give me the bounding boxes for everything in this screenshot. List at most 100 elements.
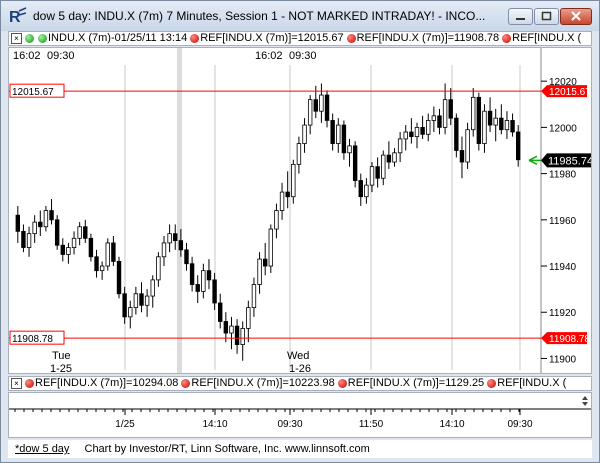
candle-body bbox=[139, 293, 144, 306]
candle-body bbox=[54, 219, 60, 246]
candle-body bbox=[156, 256, 161, 281]
candle-body bbox=[307, 99, 313, 126]
title-bar[interactable]: R dow 5 day: INDU.X (7m) 7 Minutes, Sess… bbox=[1, 1, 599, 31]
time-tick-label: 14:10 bbox=[439, 419, 464, 430]
close-pane-icon[interactable]: × bbox=[11, 378, 22, 389]
close-icon bbox=[571, 11, 581, 21]
scroll-up-icon[interactable] bbox=[582, 396, 588, 400]
candle-body bbox=[347, 145, 352, 154]
ref-indicator-icon bbox=[346, 34, 356, 43]
time-tick-label: 09:30 bbox=[277, 419, 302, 430]
candle-body bbox=[49, 210, 54, 221]
candle-body bbox=[487, 110, 493, 126]
last-price-flag bbox=[541, 153, 591, 168]
symbol-status-green-icon bbox=[25, 34, 34, 43]
chart-top-time-label: 09:30 bbox=[289, 50, 317, 62]
symbol-label[interactable]: INDU.X (7m)-01/25/11 13:14 bbox=[48, 32, 188, 44]
price-tick-label: 11920 bbox=[549, 308, 577, 319]
credit-text: Chart by Investor/RT, Linn Software, Inc… bbox=[84, 443, 370, 455]
candle-body bbox=[499, 117, 504, 131]
last-price-arrow bbox=[528, 155, 541, 166]
bottom-indicator-bar: × REF[INDU.X (7m)]=10294.08 REF[INDU.X (7m… bbox=[8, 376, 592, 391]
candle-body bbox=[88, 237, 94, 258]
last-price-label: 11985.74 bbox=[548, 155, 591, 167]
candlestick-chart: 12015.67 12015.67 11908.78 11908.78 11985.74… bbox=[9, 48, 591, 373]
candle-body bbox=[442, 99, 448, 128]
candle-body bbox=[111, 242, 116, 262]
candle-body bbox=[189, 263, 195, 285]
candle-body bbox=[122, 293, 127, 318]
candle-body bbox=[364, 184, 369, 198]
candle-body bbox=[99, 265, 105, 272]
reference-left-label: 11908.78 bbox=[12, 334, 53, 345]
day-label: Wed bbox=[287, 350, 309, 362]
candle-body bbox=[448, 99, 453, 119]
candle-body bbox=[504, 120, 510, 131]
price-chart[interactable]: 12015.67 12015.67 11908.78 11908.78 11985.74… bbox=[8, 47, 592, 374]
close-pane-icon[interactable]: × bbox=[11, 33, 22, 44]
date-label: 1-25 bbox=[50, 363, 72, 373]
candle-body bbox=[38, 221, 43, 228]
candle-body bbox=[341, 124, 347, 154]
candle-body bbox=[392, 152, 397, 163]
candle-body bbox=[403, 131, 408, 140]
candle-body bbox=[352, 145, 358, 181]
candle-body bbox=[240, 328, 245, 345]
candle-body bbox=[471, 96, 476, 131]
candle-body bbox=[128, 307, 133, 318]
reference-price-label: 12015.67 bbox=[549, 87, 591, 98]
time-tick-label: 11:50 bbox=[359, 419, 384, 430]
candle-body bbox=[234, 325, 240, 345]
ref-indicator-label[interactable]: REF[INDU.X (7m)]=11908.78 bbox=[356, 32, 500, 44]
candle-body bbox=[381, 154, 386, 179]
ref-indicator-icon bbox=[487, 379, 497, 388]
candle-body bbox=[465, 129, 470, 163]
candle-body bbox=[324, 94, 330, 121]
minimize-button[interactable] bbox=[508, 8, 533, 25]
close-button[interactable] bbox=[560, 8, 592, 25]
candle-body bbox=[223, 321, 229, 334]
ref-indicator-label[interactable]: REF[INDU.X (7m)]=12015.67 bbox=[200, 32, 344, 44]
candle-body bbox=[454, 117, 459, 151]
candle-body bbox=[195, 284, 200, 292]
candle-body bbox=[66, 247, 71, 255]
chart-top-time-label: 09:30 bbox=[47, 50, 75, 62]
candle-body bbox=[218, 302, 223, 322]
candle-body bbox=[32, 221, 37, 235]
ref-indicator-label[interactable]: REF[INDU.X (7m)]=10294.08 bbox=[35, 377, 179, 389]
candle-body bbox=[375, 166, 380, 179]
candle-body bbox=[285, 191, 290, 198]
candle-body bbox=[414, 126, 420, 138]
time-tick-label: 09:30 bbox=[507, 419, 532, 430]
ref-indicator-label[interactable]: REF[INDU.X (7m)]=1129.25 bbox=[347, 377, 485, 389]
candle-body bbox=[330, 120, 335, 144]
time-tick-label: 14:10 bbox=[202, 419, 227, 430]
candle-body bbox=[246, 307, 251, 329]
status-bar: *dow 5 day Chart by Investor/RT, Linn So… bbox=[8, 440, 592, 458]
ref-indicator-label[interactable]: REF[INDU.X ( bbox=[497, 377, 567, 389]
candle-body bbox=[336, 124, 341, 144]
candle-body bbox=[262, 258, 268, 267]
candle-body bbox=[302, 124, 307, 144]
investor-rt-logo-icon: R bbox=[9, 7, 27, 25]
ref-indicator-label[interactable]: REF[INDU.X ( bbox=[512, 32, 582, 44]
session-shade bbox=[177, 48, 182, 373]
candle-body bbox=[319, 94, 324, 112]
ref-indicator-label[interactable]: REF[INDU.X (7m)]=10223.98 bbox=[191, 377, 335, 389]
price-tick-label: 12020 bbox=[549, 77, 577, 88]
candle-body bbox=[251, 284, 257, 309]
candle-body bbox=[201, 270, 206, 292]
scroll-down-icon[interactable] bbox=[582, 402, 588, 406]
candle-body bbox=[296, 143, 302, 165]
candle-body bbox=[510, 120, 515, 133]
maximize-button[interactable] bbox=[534, 8, 559, 25]
candle-body bbox=[313, 99, 318, 112]
candle-body bbox=[291, 163, 296, 198]
candle-body bbox=[476, 96, 482, 144]
candle-body bbox=[437, 115, 442, 128]
chart-top-time-label: 16:02 bbox=[255, 50, 283, 62]
time-axis-pane[interactable]: 1/25 14:10 09:30 11:50 14:10 09:30 bbox=[8, 392, 592, 438]
candle-body bbox=[459, 150, 465, 163]
candle-body bbox=[426, 120, 431, 135]
chart-page-tab[interactable]: *dow 5 day bbox=[15, 443, 70, 455]
